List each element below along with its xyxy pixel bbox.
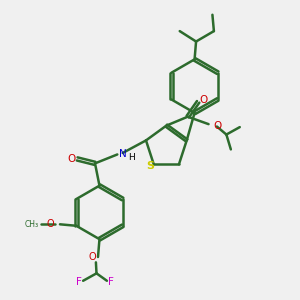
Text: O: O	[89, 252, 96, 262]
Text: S: S	[146, 161, 154, 171]
Text: O: O	[199, 95, 207, 105]
Text: O: O	[46, 219, 54, 229]
Text: O: O	[68, 154, 76, 164]
Text: H: H	[128, 153, 134, 162]
Text: CH₃: CH₃	[25, 220, 39, 229]
Text: F: F	[108, 277, 114, 287]
Text: F: F	[76, 277, 82, 287]
Text: N: N	[119, 149, 127, 159]
Text: O: O	[213, 121, 221, 130]
